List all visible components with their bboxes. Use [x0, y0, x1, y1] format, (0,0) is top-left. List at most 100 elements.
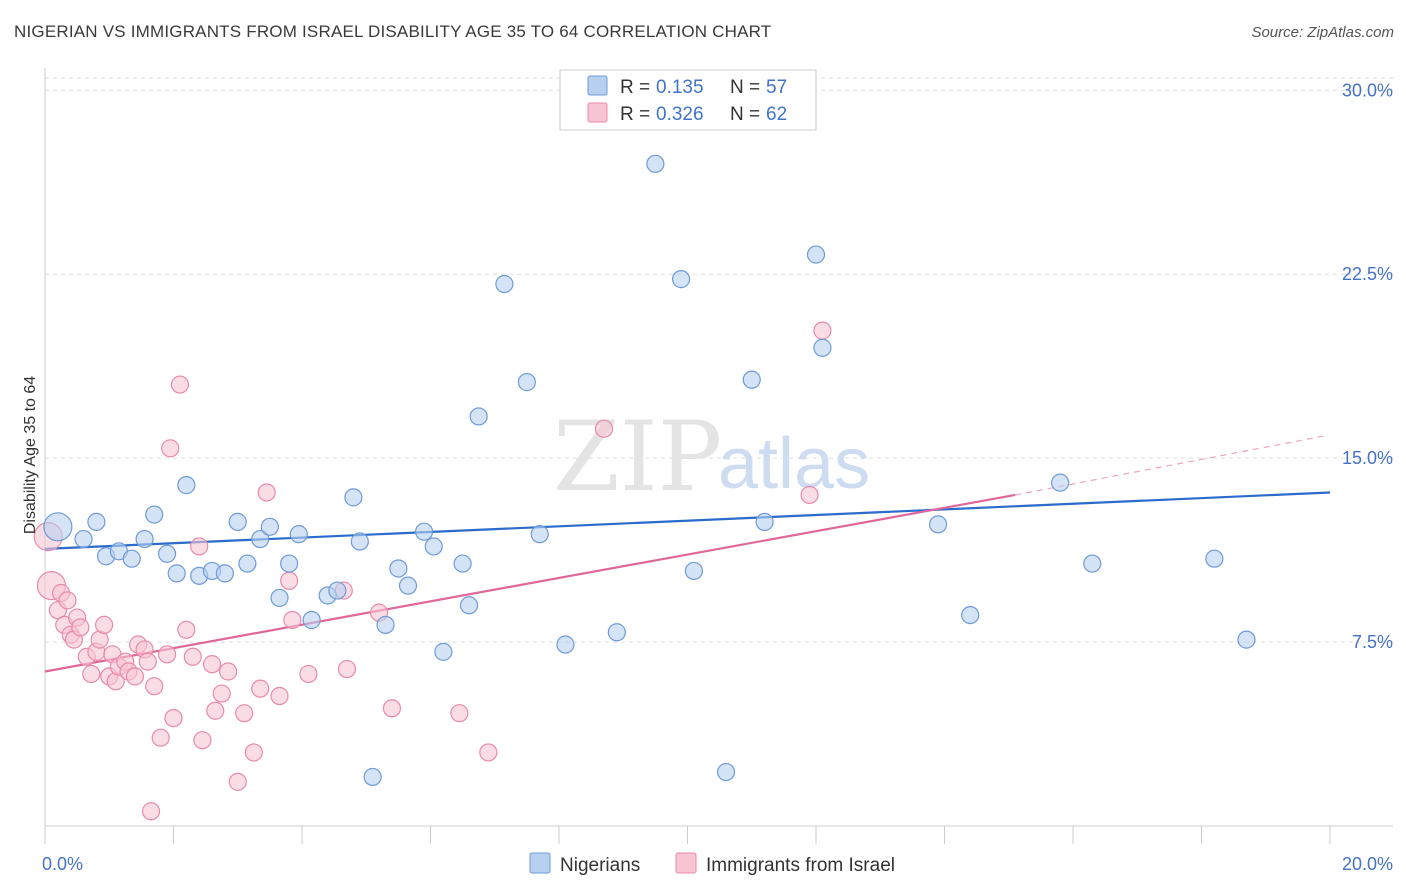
point-israel-47 — [299, 664, 318, 684]
point-israel-14 — [95, 615, 114, 634]
point-nigerian-1 — [74, 529, 93, 549]
x-tick-label-1: 20.0% — [1342, 854, 1393, 874]
point-israel-5 — [58, 591, 77, 610]
legend-swatch-nigerians — [587, 75, 608, 96]
point-nigerian-31 — [424, 537, 443, 556]
point-nigerian-43 — [684, 561, 704, 581]
point-nigerian-15 — [238, 554, 257, 573]
point-israel-33 — [183, 647, 202, 666]
point-israel-31 — [170, 375, 190, 394]
point-nigerian-40 — [607, 623, 626, 642]
point-israel-41 — [235, 704, 254, 723]
point-israel-55 — [800, 485, 819, 505]
point-nigerian-19 — [280, 554, 299, 573]
source-credit: Source: ZipAtlas.com — [1251, 24, 1394, 41]
point-israel-38 — [212, 684, 231, 703]
point-israel-28 — [157, 645, 177, 664]
point-nigerian-28 — [389, 559, 408, 578]
point-israel-51 — [382, 699, 402, 718]
point-nigerian-30 — [414, 522, 434, 541]
point-nigerian-45 — [742, 370, 761, 389]
point-nigerian-38 — [530, 525, 549, 544]
point-israel-57 — [280, 571, 299, 590]
point-israel-43 — [251, 679, 270, 698]
y-tick-label-2: 22.5% — [1342, 264, 1393, 284]
point-israel-36 — [202, 655, 222, 674]
point-nigerian-33 — [453, 554, 472, 573]
point-israel-44 — [257, 483, 276, 502]
point-israel-27 — [151, 728, 170, 747]
point-nigerian-32 — [434, 642, 453, 661]
point-nigerian-21 — [302, 610, 321, 630]
legend-r-label-1: R = — [620, 104, 650, 125]
point-israel-53 — [479, 743, 498, 762]
point-nigerian-0 — [43, 512, 73, 542]
point-nigerian-25 — [350, 532, 369, 551]
watermark-atlas: atlas — [718, 424, 870, 504]
axes — [44, 68, 1393, 844]
point-nigerian-2 — [87, 512, 106, 531]
y-tick-label-0: 7.5% — [1352, 632, 1393, 652]
point-israel-37 — [206, 701, 225, 720]
legend-r-label-0: R = — [620, 77, 650, 98]
watermark: ZIP atlas — [553, 401, 870, 513]
bottom-legend-swatch-israel — [675, 852, 697, 874]
point-israel-52 — [450, 704, 469, 723]
point-nigerian-14 — [228, 512, 247, 531]
point-nigerian-9 — [167, 564, 186, 583]
point-nigerian-6 — [135, 529, 154, 549]
point-israel-45 — [270, 686, 289, 706]
point-nigerian-13 — [215, 564, 234, 583]
point-israel-24 — [138, 652, 157, 671]
point-nigerian-36 — [495, 274, 514, 294]
point-israel-46 — [283, 610, 302, 630]
point-israel-40 — [228, 772, 247, 791]
point-nigerian-42 — [671, 270, 691, 289]
point-nigerian-5 — [122, 549, 141, 568]
point-nigerian-23 — [328, 581, 347, 600]
x-tick-label-0: 0.0% — [42, 854, 83, 874]
point-nigerian-20 — [289, 525, 308, 544]
trend-line-israel — [44, 493, 1016, 673]
point-nigerian-27 — [376, 615, 395, 634]
point-nigerian-51 — [1051, 473, 1070, 492]
bottom-legend-swatch-nigerians — [529, 852, 551, 874]
legend-r-value-1: 0.326 — [656, 104, 704, 125]
point-israel-49 — [337, 659, 357, 679]
x-tick-labels: 0.0% 20.0% — [42, 854, 1393, 874]
point-nigerian-35 — [469, 407, 488, 426]
point-israel-30 — [164, 708, 183, 728]
point-israel-21 — [125, 667, 145, 686]
point-israel-35 — [193, 731, 212, 750]
point-israel-54 — [594, 419, 614, 438]
legend-r-value-0: 0.135 — [656, 77, 704, 98]
point-nigerian-16 — [251, 529, 270, 549]
point-nigerian-46 — [755, 512, 774, 531]
point-nigerian-18 — [270, 588, 289, 608]
bottom-legend: Nigerians Immigrants from Israel — [529, 852, 895, 876]
point-israel-11 — [82, 664, 101, 684]
point-israel-9 — [71, 618, 90, 637]
point-nigerian-39 — [556, 635, 575, 654]
bottom-legend-nigerians: Nigerians — [560, 855, 640, 876]
point-israel-26 — [145, 677, 164, 696]
legend: R = 0.135 N = 57 R = 0.326 N = 62 — [559, 69, 817, 131]
point-nigerian-41 — [646, 154, 665, 173]
legend-n-value-1: 62 — [766, 104, 787, 125]
point-nigerian-8 — [157, 544, 177, 563]
point-israel-56 — [813, 321, 832, 340]
watermark-zip: ZIP — [553, 401, 722, 513]
data-points — [33, 154, 1256, 821]
point-israel-39 — [219, 662, 238, 681]
y-tick-label-1: 15.0% — [1342, 448, 1393, 468]
point-israel-42 — [244, 743, 263, 762]
point-israel-25 — [141, 802, 161, 821]
point-nigerian-53 — [1205, 549, 1224, 568]
point-nigerian-7 — [145, 505, 164, 524]
y-tick-label-3: 30.0% — [1342, 80, 1393, 100]
point-nigerian-54 — [1237, 630, 1256, 649]
point-nigerian-24 — [344, 488, 363, 507]
y-tick-labels: 7.5% 15.0% 22.5% 30.0% — [1342, 80, 1393, 652]
legend-n-label-1: N = — [730, 104, 760, 125]
